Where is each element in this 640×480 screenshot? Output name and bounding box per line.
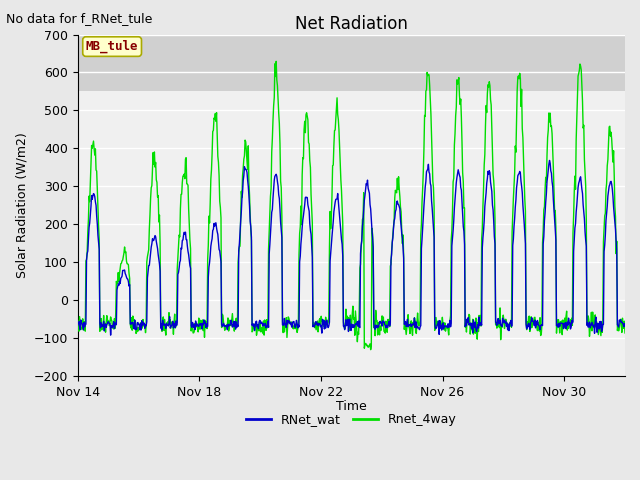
Legend: RNet_wat, Rnet_4way: RNet_wat, Rnet_4way — [241, 408, 462, 431]
X-axis label: Time: Time — [336, 400, 367, 413]
Text: No data for f_RNet_tule: No data for f_RNet_tule — [6, 12, 153, 25]
Y-axis label: Solar Radiation (W/m2): Solar Radiation (W/m2) — [15, 132, 28, 278]
Title: Net Radiation: Net Radiation — [295, 15, 408, 33]
Bar — [77, 35, 625, 92]
Text: MB_tule: MB_tule — [86, 40, 138, 53]
